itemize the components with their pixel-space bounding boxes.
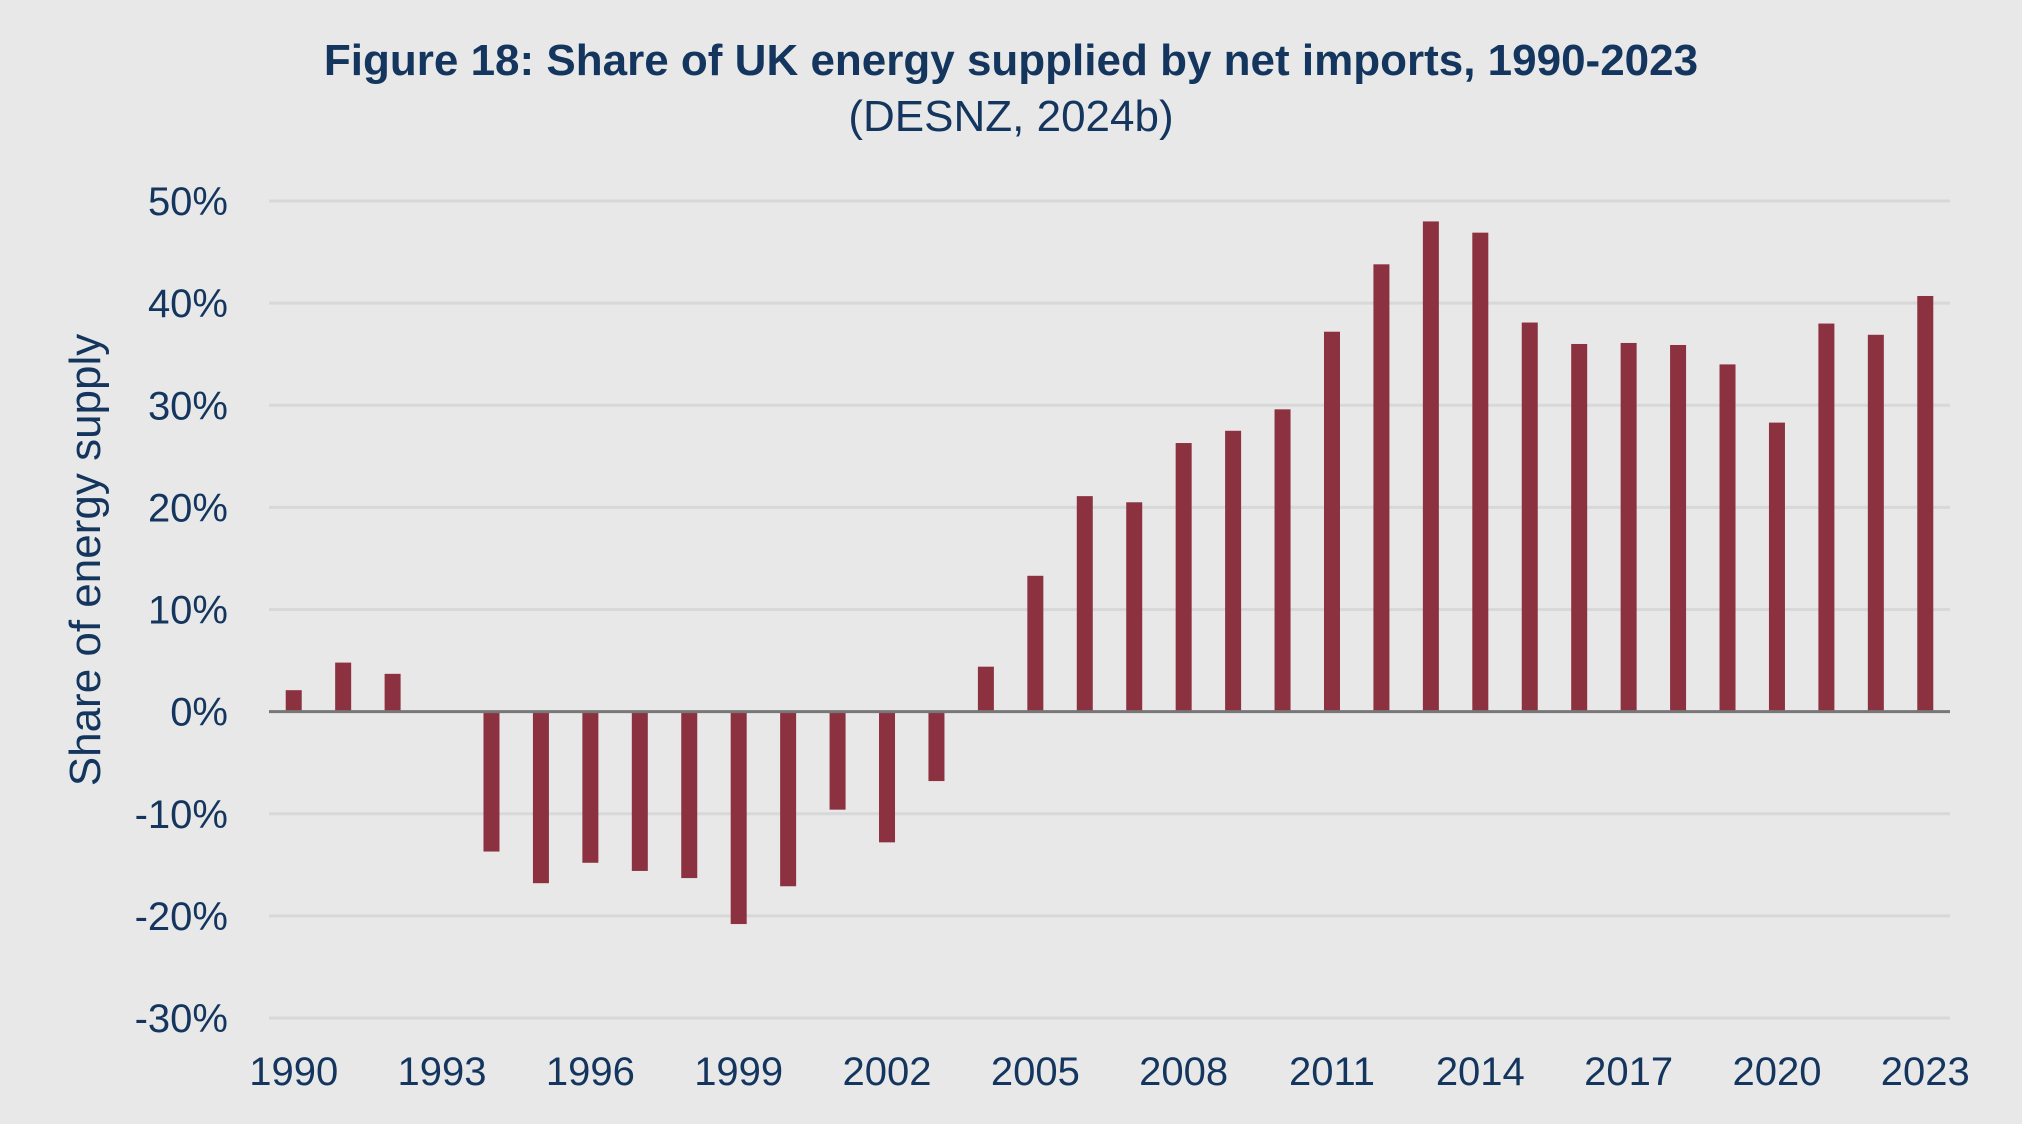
bar-1999 — [730, 711, 747, 925]
x-tick-label: 2011 — [1289, 1050, 1375, 1094]
x-tick-label: 2023 — [1881, 1050, 1970, 1094]
y-tick-label: 40% — [148, 282, 228, 326]
bar-1997 — [631, 711, 648, 871]
bar-2023 — [1917, 295, 1934, 712]
bar-2013 — [1422, 221, 1439, 712]
bar-2005 — [1027, 575, 1044, 712]
y-tick-label: 20% — [148, 486, 228, 530]
bar-2009 — [1225, 430, 1242, 712]
bar-2012 — [1373, 264, 1390, 712]
bar-2016 — [1571, 343, 1588, 712]
bar-2022 — [1867, 334, 1884, 712]
bar-2017 — [1620, 342, 1637, 712]
bar-1996 — [582, 711, 599, 863]
y-tick-label: 0% — [170, 691, 228, 735]
chart-subtitle: (DESNZ, 2024b) — [848, 92, 1174, 141]
bar-2002 — [879, 711, 896, 843]
bar-1998 — [681, 711, 698, 879]
bar-2010 — [1274, 409, 1291, 712]
bar-2019 — [1719, 364, 1736, 712]
y-tick-label: -20% — [135, 895, 228, 939]
x-tick-label: 1993 — [398, 1050, 487, 1094]
bar-2006 — [1076, 496, 1093, 712]
bar-1991 — [335, 662, 352, 712]
x-tick-label: 1990 — [249, 1050, 338, 1094]
bar-2000 — [780, 711, 797, 887]
y-tick-label: 10% — [148, 589, 228, 633]
y-tick-label: -10% — [135, 793, 228, 837]
x-tick-label: 2014 — [1436, 1050, 1525, 1094]
bar-2001 — [829, 711, 846, 810]
bar-2011 — [1323, 331, 1340, 712]
bar-2003 — [928, 711, 945, 782]
x-tick-label: 2008 — [1139, 1050, 1228, 1094]
y-tick-label: 50% — [148, 180, 228, 224]
x-tick-label: 2005 — [991, 1050, 1080, 1094]
bar-1995 — [532, 711, 549, 884]
bar-2020 — [1768, 422, 1785, 712]
bar-1992 — [384, 673, 401, 712]
x-tick-label: 2017 — [1584, 1050, 1673, 1094]
x-tick-label: 1996 — [546, 1050, 635, 1094]
bar-2008 — [1175, 443, 1192, 712]
x-tick-label: 2020 — [1732, 1050, 1821, 1094]
y-tick-label: 30% — [148, 384, 228, 428]
bar-2021 — [1818, 323, 1835, 712]
chart-title: Figure 18: Share of UK energy supplied b… — [323, 36, 1699, 85]
bar-2014 — [1472, 232, 1489, 712]
bar-2015 — [1521, 322, 1538, 712]
x-tick-label: 1999 — [694, 1050, 783, 1094]
y-tick-label: -30% — [135, 997, 228, 1041]
bar-1994 — [483, 711, 500, 852]
bar-1990 — [285, 690, 302, 712]
y-axis-label: Share of energy supply — [61, 334, 110, 787]
bar-2018 — [1670, 344, 1687, 712]
bar-2004 — [977, 666, 994, 712]
bar-2007 — [1126, 502, 1143, 712]
x-tick-label: 2002 — [843, 1050, 932, 1094]
